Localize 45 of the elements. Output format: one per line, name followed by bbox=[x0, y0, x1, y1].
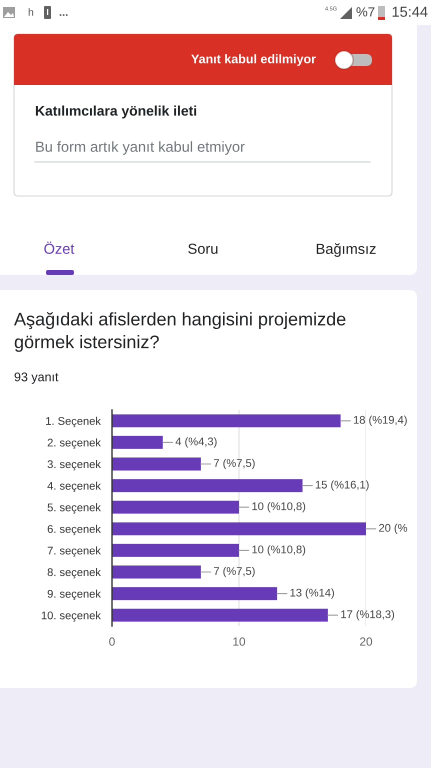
chart-title: Aşağıdaki afislerden hangisini projemizde görmek istersiniz? bbox=[14, 312, 346, 352]
text: 15:44 bbox=[392, 6, 428, 17]
text: Yanıt kabul edilmiyor bbox=[191, 54, 316, 66]
data-label: 18 (%19,4) bbox=[354, 416, 407, 426]
x-tick-label: 10 bbox=[233, 637, 246, 646]
y-tick-label: 10. seçenek bbox=[42, 611, 101, 622]
bar bbox=[112, 458, 201, 470]
text: h bbox=[28, 8, 34, 16]
data-label: 7 (%7,5) bbox=[214, 566, 255, 578]
y-tick-label: 4. seçenek bbox=[47, 482, 101, 492]
data-label: 10 (%10,8) bbox=[252, 545, 306, 556]
x-tick-label: 20 bbox=[360, 637, 372, 646]
y-tick-label: 1. Seçenek bbox=[46, 416, 101, 428]
text: ... bbox=[60, 14, 68, 16]
bar bbox=[112, 500, 239, 514]
data-label: 4 (%4,3) bbox=[176, 437, 217, 448]
chart-subtitle: 93 yanıt bbox=[14, 372, 58, 384]
text: Soru bbox=[188, 244, 218, 254]
bar bbox=[112, 479, 302, 492]
y-tick-label: 3. seçenek bbox=[48, 460, 101, 470]
y-tick-label: 7. seçenek bbox=[48, 546, 101, 557]
data-label: 20 (% bbox=[379, 524, 408, 534]
data-label: 17 (%18,3) bbox=[341, 610, 394, 620]
bar bbox=[112, 522, 366, 536]
x-tick-label: 0 bbox=[109, 637, 115, 646]
bar bbox=[112, 566, 201, 578]
text: %7 bbox=[356, 7, 374, 16]
data-label: 13 (%14) bbox=[290, 588, 334, 599]
bar bbox=[112, 587, 278, 600]
text: Katılımcılara yönelik ileti bbox=[36, 106, 196, 118]
text: Bağımsız bbox=[316, 243, 376, 257]
y-tick-label: 2. seçenek bbox=[48, 438, 101, 449]
y-tick-label: 5. seçenek bbox=[48, 503, 101, 514]
bar bbox=[112, 544, 239, 557]
data-label: 7 (%7,5) bbox=[214, 458, 255, 470]
data-label: 10 (%10,8) bbox=[252, 502, 306, 512]
y-tick-label: 8. seçenek bbox=[48, 568, 101, 578]
bar bbox=[112, 436, 163, 449]
data-label: 15 (%16,1) bbox=[316, 480, 369, 491]
y-tick-label: 9. seçenek bbox=[48, 590, 101, 600]
bar bbox=[112, 608, 328, 622]
y-tick-label: 6. seçenek bbox=[48, 524, 101, 536]
text: Bu form artık yanıt kabul etmiyor bbox=[36, 141, 245, 155]
bar bbox=[112, 414, 341, 428]
text: Özet bbox=[44, 242, 74, 254]
